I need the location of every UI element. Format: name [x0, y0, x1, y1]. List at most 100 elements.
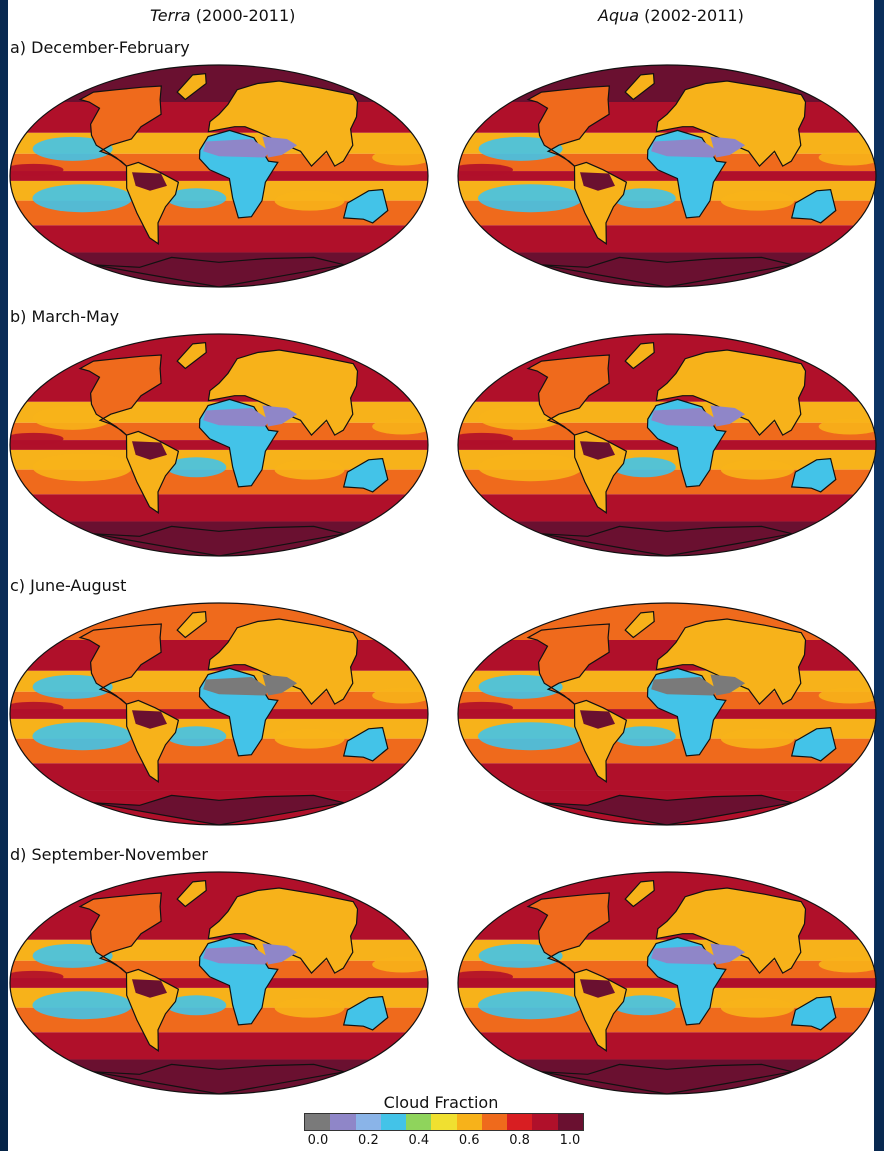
- map-outline: [457, 871, 877, 1095]
- cloud-pattern-patch: [458, 432, 514, 445]
- column-aqua-name: Aqua: [598, 6, 640, 25]
- latitude-band: [10, 763, 428, 791]
- legend-tick-label: 0.2: [358, 1133, 379, 1148]
- world-map-svg: [457, 64, 877, 288]
- cloud-pattern-patch: [372, 956, 428, 973]
- desert-region-arabia: [710, 136, 746, 158]
- row-label-son: d) September-November: [10, 845, 208, 864]
- latitude-band: [10, 225, 428, 253]
- latitude-band: [10, 171, 428, 181]
- desert-region-arabia: [710, 943, 746, 965]
- desert-region-arabia: [262, 674, 298, 696]
- latitude-band: [10, 494, 428, 522]
- legend-color-swatch: [481, 1114, 508, 1130]
- cloud-pattern-patch: [32, 405, 113, 430]
- cloud-pattern-patch: [818, 687, 876, 704]
- desert-region-arabia: [262, 943, 298, 965]
- continent-antarctica: [93, 525, 345, 556]
- map-terra-djf: [8, 62, 430, 290]
- cloud-pattern-patch: [720, 728, 795, 749]
- cloud-pattern-patch: [32, 674, 113, 699]
- desert-region-sahara: [651, 408, 718, 427]
- cloud-pattern-patch: [818, 956, 876, 973]
- cloud-pattern-patch: [10, 163, 64, 176]
- tropical-region-amazon: [132, 172, 167, 191]
- desert-region-arabia: [710, 405, 746, 427]
- cloud-pattern-patch: [612, 188, 676, 209]
- latitude-band: [458, 225, 876, 253]
- latitude-band: [458, 709, 876, 719]
- cloud-pattern-patch: [477, 453, 583, 482]
- map-aqua-djf: [456, 62, 878, 290]
- cloud-pattern-patch: [458, 970, 514, 983]
- legend-title: Cloud Fraction: [383, 1093, 499, 1112]
- continent-northamerica: [78, 892, 162, 974]
- world-map-svg: [457, 602, 877, 826]
- legend-color-swatch: [507, 1114, 533, 1130]
- cloud-pattern-patch: [10, 432, 64, 445]
- cloud-pattern-patch: [274, 997, 345, 1018]
- continent-northamerica: [78, 623, 162, 705]
- continent-northamerica: [78, 85, 162, 167]
- latitude-band: [458, 440, 876, 450]
- cloud-pattern-patch: [32, 991, 133, 1020]
- continent-australia: [790, 457, 837, 493]
- continent-antarctica: [93, 794, 345, 825]
- row-label-djf: a) December-February: [10, 38, 190, 57]
- continent-northamerica: [526, 354, 610, 436]
- tropical-region-amazon: [132, 710, 167, 729]
- tropical-region-amazon: [132, 441, 167, 460]
- desert-region-sahara: [203, 677, 270, 696]
- latitude-band: [10, 603, 428, 640]
- latitude-band: [458, 872, 876, 909]
- cloud-pattern-patch: [372, 687, 428, 704]
- cloud-pattern-patch: [612, 726, 676, 747]
- continent-antarctica: [93, 256, 345, 287]
- cloud-pattern-patch: [458, 163, 514, 176]
- cloud-pattern-patch: [166, 457, 227, 478]
- cloud-pattern-patch: [478, 943, 563, 968]
- map-outline: [457, 64, 877, 288]
- cloud-pattern-patch: [720, 190, 795, 211]
- continent-australia: [342, 726, 389, 762]
- cloud-pattern-patch: [458, 701, 514, 714]
- continent-northamerica: [526, 623, 610, 705]
- figure-panel: Terra (2000-2011) Aqua (2002-2011) a) De…: [8, 0, 877, 1151]
- map-outline: [9, 602, 429, 826]
- map-outline: [9, 64, 429, 288]
- desert-region-sahara: [651, 946, 718, 965]
- continent-australia: [790, 726, 837, 762]
- continent-antarctica: [541, 1063, 793, 1094]
- column-header-terra: Terra (2000-2011): [150, 6, 295, 25]
- map-terra-mam: [8, 331, 430, 559]
- continent-australia: [790, 995, 837, 1031]
- map-terra-jja: [8, 600, 430, 828]
- continent-australia: [342, 457, 389, 493]
- world-map-svg: [9, 871, 429, 1095]
- cloud-pattern-patch: [372, 149, 428, 166]
- map-terra-son: [8, 869, 430, 1097]
- legend-color-swatch: [557, 1114, 583, 1130]
- latitude-band: [458, 978, 876, 988]
- cloud-pattern-patch: [32, 184, 133, 213]
- cloud-pattern-patch: [478, 405, 563, 430]
- legend-color-swatch: [380, 1114, 407, 1130]
- latitude-band: [10, 978, 428, 988]
- column-terra-name: Terra: [150, 6, 191, 25]
- continent-northamerica: [526, 85, 610, 167]
- column-terra-years: (2000-2011): [195, 6, 296, 25]
- tropical-region-amazon: [580, 441, 615, 460]
- cloud-pattern-patch: [372, 418, 428, 435]
- continent-greenland: [624, 879, 655, 908]
- desert-region-arabia: [262, 136, 298, 158]
- world-map-svg: [9, 333, 429, 557]
- row-label-jja: c) June-August: [10, 576, 127, 595]
- world-map-svg: [9, 602, 429, 826]
- cloud-pattern-patch: [612, 995, 676, 1016]
- continent-northamerica: [526, 892, 610, 974]
- continent-australia: [790, 188, 837, 224]
- continent-greenland: [176, 610, 207, 639]
- cloud-pattern-patch: [477, 722, 583, 751]
- cloud-pattern-patch: [274, 190, 345, 211]
- row-label-mam: b) March-May: [10, 307, 120, 326]
